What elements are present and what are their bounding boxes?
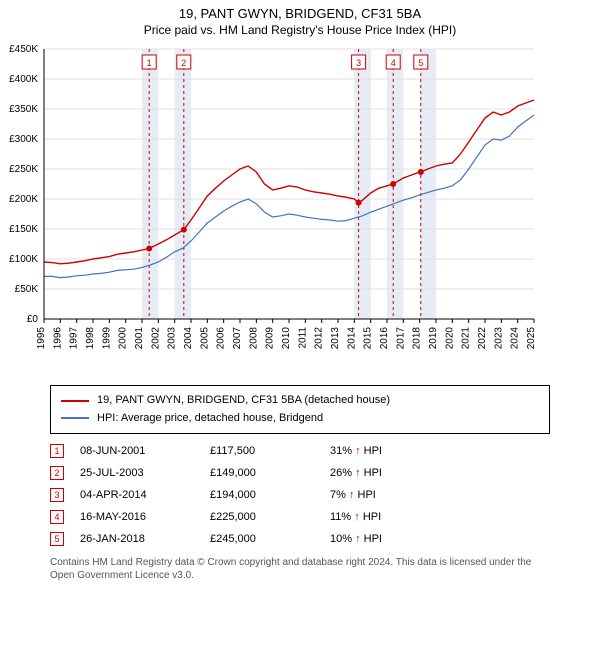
svg-text:£450K: £450K [9,44,38,55]
legend-swatch [61,417,89,419]
svg-text:2001: 2001 [134,327,145,350]
page-subtitle: Price paid vs. HM Land Registry's House … [0,23,600,37]
svg-text:2007: 2007 [232,327,243,350]
legend-item: HPI: Average price, detached house, Brid… [61,410,539,428]
svg-text:1999: 1999 [101,327,112,350]
sale-pct: 11% ↑ HPI [330,511,550,523]
svg-text:2: 2 [181,58,186,68]
svg-text:£150K: £150K [9,224,38,235]
svg-text:1: 1 [147,58,152,68]
legend: 19, PANT GWYN, BRIDGEND, CF31 5BA (detac… [50,385,550,434]
sale-date: 04-APR-2014 [80,489,210,501]
table-row: 2 25-JUL-2003£149,00026% ↑ HPI [50,462,550,484]
svg-text:2008: 2008 [248,327,259,350]
page-title: 19, PANT GWYN, BRIDGEND, CF31 5BA [0,6,600,21]
svg-text:2015: 2015 [363,327,374,350]
svg-text:£350K: £350K [9,104,38,115]
svg-text:2020: 2020 [444,327,455,350]
footnote: Contains HM Land Registry data © Crown c… [50,556,550,582]
svg-text:2016: 2016 [379,327,390,350]
svg-text:2018: 2018 [412,327,423,350]
sale-marker: 3 [50,488,64,502]
sale-price: £245,000 [210,533,330,545]
legend-label: 19, PANT GWYN, BRIDGEND, CF31 5BA (detac… [97,392,390,410]
svg-text:2019: 2019 [428,327,439,350]
sale-price: £194,000 [210,489,330,501]
svg-text:£300K: £300K [9,134,38,145]
svg-text:2004: 2004 [183,327,194,350]
svg-text:1998: 1998 [85,327,96,350]
svg-text:2025: 2025 [526,327,537,350]
svg-text:2017: 2017 [395,327,406,350]
svg-text:2011: 2011 [297,327,308,349]
svg-text:1996: 1996 [52,327,63,350]
svg-text:£100K: £100K [9,254,38,265]
legend-swatch [61,400,89,402]
svg-text:2000: 2000 [118,327,129,350]
svg-text:2009: 2009 [265,327,276,350]
sale-date: 25-JUL-2003 [80,467,210,479]
sale-price: £117,500 [210,445,330,457]
svg-text:2005: 2005 [199,327,210,350]
legend-item: 19, PANT GWYN, BRIDGEND, CF31 5BA (detac… [61,392,539,410]
sales-table: 1 08-JUN-2001£117,50031% ↑ HPI 2 25-JUL-200… [50,440,550,550]
svg-text:£200K: £200K [9,194,38,205]
svg-text:2013: 2013 [330,327,341,350]
svg-text:1995: 1995 [36,327,47,350]
sale-pct: 26% ↑ HPI [330,467,550,479]
price-chart: £0 £50K £100K £150K £200K £250K £300K £350K £400… [0,39,600,379]
svg-text:£50K: £50K [15,284,39,295]
sale-price: £225,000 [210,511,330,523]
svg-text:2002: 2002 [150,327,161,350]
svg-text:2021: 2021 [461,327,472,350]
sale-marker: 5 [50,532,64,546]
sale-pct: 31% ↑ HPI [330,445,550,457]
table-row: 3 04-APR-2014£194,0007% ↑ HPI [50,484,550,506]
svg-text:2022: 2022 [477,327,488,350]
svg-text:5: 5 [418,58,423,68]
sale-pct: 7% ↑ HPI [330,489,550,501]
sale-marker: 2 [50,466,64,480]
svg-text:£250K: £250K [9,164,38,175]
sale-marker: 1 [50,444,64,458]
svg-text:2006: 2006 [216,327,227,350]
svg-text:4: 4 [391,58,396,68]
legend-label: HPI: Average price, detached house, Brid… [97,410,323,428]
sale-date: 26-JAN-2018 [80,533,210,545]
svg-text:2003: 2003 [167,327,178,350]
sale-marker: 4 [50,510,64,524]
svg-text:£0: £0 [27,314,39,325]
svg-text:2023: 2023 [493,327,504,350]
svg-text:£400K: £400K [9,74,38,85]
svg-text:2012: 2012 [314,327,325,350]
table-row: 5 26-JAN-2018£245,00010% ↑ HPI [50,528,550,550]
svg-text:3: 3 [356,58,361,68]
table-row: 4 16-MAY-2016£225,00011% ↑ HPI [50,506,550,528]
sale-date: 16-MAY-2016 [80,511,210,523]
svg-text:2014: 2014 [346,327,357,350]
sale-price: £149,000 [210,467,330,479]
svg-text:2024: 2024 [510,327,521,350]
svg-text:2010: 2010 [281,327,292,350]
svg-text:1997: 1997 [69,327,80,350]
sale-date: 08-JUN-2001 [80,445,210,457]
sale-pct: 10% ↑ HPI [330,533,550,545]
table-row: 1 08-JUN-2001£117,50031% ↑ HPI [50,440,550,462]
